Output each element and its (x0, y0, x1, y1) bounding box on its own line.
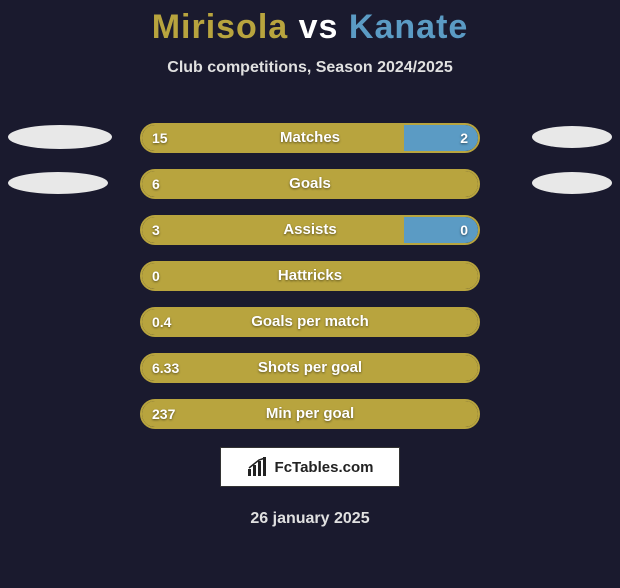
player2-name: Kanate (349, 8, 468, 46)
stat-label: Goals per match (142, 309, 478, 335)
player1-marker (8, 172, 108, 194)
chart-icon (247, 457, 269, 477)
stat-bar: 6.33Shots per goal (140, 353, 480, 383)
player2-marker (532, 172, 612, 194)
stat-row: 237Min per goal (0, 399, 620, 445)
fctables-logo: FcTables.com (220, 447, 400, 487)
vs-separator: vs (299, 8, 339, 46)
subtitle: Club competitions, Season 2024/2025 (0, 59, 620, 77)
stat-bar: 30Assists (140, 215, 480, 245)
stat-label: Goals (142, 171, 478, 197)
player1-marker (8, 125, 112, 149)
stat-bar: 6Goals (140, 169, 480, 199)
stat-row: 30Assists (0, 215, 620, 261)
stat-bar: 0.4Goals per match (140, 307, 480, 337)
player1-name: Mirisola (152, 8, 288, 46)
stat-row: 152Matches (0, 123, 620, 169)
stat-bar: 152Matches (140, 123, 480, 153)
stat-bar: 0Hattricks (140, 261, 480, 291)
comparison-title: Mirisola vs Kanate (0, 8, 620, 47)
player2-marker (532, 126, 612, 148)
stat-label: Shots per goal (142, 355, 478, 381)
stat-label: Min per goal (142, 401, 478, 427)
stat-row: 6Goals (0, 169, 620, 215)
stat-row: 0Hattricks (0, 261, 620, 307)
stat-row: 0.4Goals per match (0, 307, 620, 353)
stat-label: Matches (142, 125, 478, 151)
stat-bar: 237Min per goal (140, 399, 480, 429)
comparison-chart: 152Matches 6Goals 30Assists 0Hattricks 0.4Go… (0, 123, 620, 445)
logo-text: FcTables.com (275, 459, 374, 476)
stat-label: Hattricks (142, 263, 478, 289)
stat-row: 6.33Shots per goal (0, 353, 620, 399)
date-label: 26 january 2025 (0, 510, 620, 528)
stat-label: Assists (142, 217, 478, 243)
